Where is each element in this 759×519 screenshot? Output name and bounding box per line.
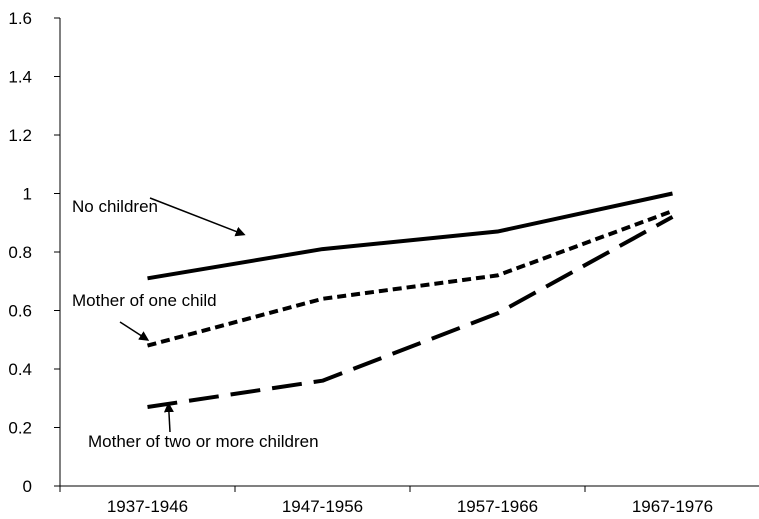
y-tick-label: 0.6 [8, 302, 32, 321]
annotation-label-2: Mother of one child [72, 291, 217, 310]
series-lines [146, 191, 674, 410]
y-ticks: 0 0.2 0.4 0.6 0.8 1 1.2 1.4 1.6 [8, 9, 60, 496]
annotation-label-1: No children [72, 197, 158, 216]
y-tick-label: 0.4 [8, 360, 32, 379]
y-tick-label: 0 [23, 477, 32, 496]
y-tick-label: 1.4 [8, 68, 32, 87]
y-tick-label: 1.2 [8, 126, 32, 145]
annotation-label-3: Mother of two or more children [88, 432, 319, 451]
series-line-3 [147, 215, 674, 410]
axes [59, 18, 759, 487]
x-tick-label: 1937-1946 [107, 497, 188, 516]
y-tick-label: 1.6 [8, 9, 32, 28]
y-tick-label: 0.2 [8, 419, 32, 438]
x-tick-label: 1967-1976 [632, 497, 713, 516]
annotations: No children Mother of one child Mother of … [72, 197, 319, 451]
x-ticks: 1937-1946 1947-1956 1957-1966 1967-1976 [59, 486, 713, 516]
series-line-1 [147, 191, 673, 281]
x-tick-label: 1947-1956 [282, 497, 363, 516]
annotation-arrow-3 [163, 402, 174, 433]
series-line-2 [146, 209, 674, 348]
y-tick-label: 0.8 [8, 243, 32, 262]
annotation-arrow-2 [119, 321, 150, 341]
annotation-arrow-1 [149, 197, 246, 237]
x-tick-label: 1957-1966 [457, 497, 538, 516]
y-tick-label: 1 [23, 185, 32, 204]
